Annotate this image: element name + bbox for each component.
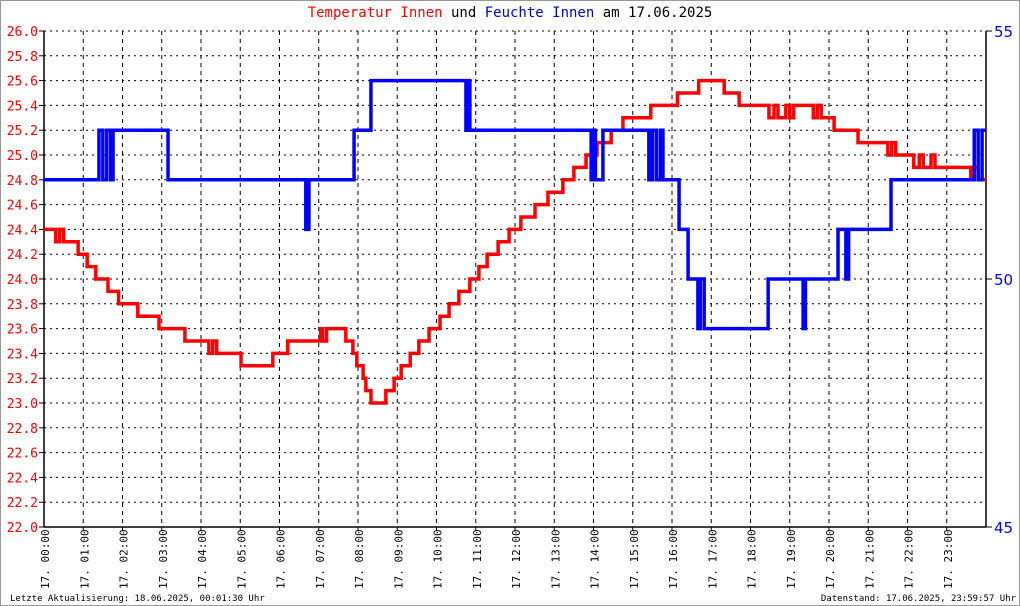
y-left-tick-label: 24.2 xyxy=(7,248,38,263)
title-and: und xyxy=(450,5,477,21)
y-left-tick-label: 26.0 xyxy=(7,25,38,40)
x-tick-label: 17. 21:00 xyxy=(863,529,876,589)
y-left-tick-label: 24.4 xyxy=(7,223,38,238)
x-tick-label: 17. 01:00 xyxy=(78,529,91,589)
y-left-tick-label: 25.6 xyxy=(7,75,38,90)
y-left-tick-label: 24.0 xyxy=(7,273,38,288)
x-tick-label: 17. 05:00 xyxy=(235,529,248,589)
x-tick-label: 17. 04:00 xyxy=(196,529,209,589)
x-tick-label: 17. 13:00 xyxy=(549,529,562,589)
y-left-tick-label: 23.4 xyxy=(7,347,38,362)
y-right-tick-label: 50 xyxy=(994,271,1013,289)
x-tick-label: 17. 03:00 xyxy=(157,529,170,589)
x-tick-label: 17. 14:00 xyxy=(589,529,602,589)
y-left-tick-label: 22.0 xyxy=(7,521,38,536)
y-left-tick-label: 22.2 xyxy=(7,496,38,511)
chart-title: Temperatur Innen und Feuchte Innen am 17… xyxy=(1,5,1019,21)
y-left-tick-label: 24.6 xyxy=(7,199,38,214)
title-date: am 17.06.2025 xyxy=(602,5,713,21)
y-left-tick-label: 25.4 xyxy=(7,99,38,114)
y-left-tick-label: 24.8 xyxy=(7,174,38,189)
y-left-tick-label: 23.6 xyxy=(7,323,38,338)
x-tick-label: 17. 12:00 xyxy=(510,529,523,589)
y-left-tick-label: 25.8 xyxy=(7,50,38,65)
y-left-tick-label: 25.2 xyxy=(7,124,38,139)
x-tick-label: 17. 11:00 xyxy=(471,529,484,589)
data-timestamp: Datenstand: 17.06.2025, 23:59:57 Uhr xyxy=(820,594,1016,604)
x-tick-label: 17. 15:00 xyxy=(628,529,641,589)
x-tick-label: 17. 22:00 xyxy=(903,529,916,589)
title-humidity: Feuchte Innen xyxy=(484,5,595,21)
x-tick-label: 17. 17:00 xyxy=(706,529,719,589)
y-left-tick-label: 23.8 xyxy=(7,298,38,313)
x-tick-label: 17. 10:00 xyxy=(432,529,445,589)
x-tick-label: 17. 20:00 xyxy=(824,529,837,589)
x-tick-label: 17. 06:00 xyxy=(275,529,288,589)
x-tick-label: 17. 07:00 xyxy=(314,529,327,589)
y-right-tick-label: 55 xyxy=(994,23,1013,41)
x-tick-label: 17. 19:00 xyxy=(785,529,798,589)
y-right-tick-label: 45 xyxy=(994,519,1013,537)
x-tick-label: 17. 23:00 xyxy=(942,529,955,589)
y-left-tick-label: 22.6 xyxy=(7,447,38,462)
x-tick-label: 17. 18:00 xyxy=(746,529,759,589)
last-update: Letzte Aktualisierung: 18.06.2025, 00:01… xyxy=(10,594,265,604)
y-left-tick-label: 23.2 xyxy=(7,372,38,387)
y-left-tick-label: 23.0 xyxy=(7,397,38,412)
x-tick-label: 17. 02:00 xyxy=(118,529,131,589)
x-tick-label: 17. 00:00 xyxy=(39,529,52,589)
series-line-humidity xyxy=(44,78,986,331)
y-left-tick-label: 25.0 xyxy=(7,149,38,164)
y-left-tick-label: 22.8 xyxy=(7,422,38,437)
x-tick-label: 17. 09:00 xyxy=(392,529,405,589)
y-left-tick-label: 22.4 xyxy=(7,471,38,486)
series-line-temperature xyxy=(44,78,986,405)
x-tick-label: 17. 08:00 xyxy=(353,529,366,589)
title-temperature: Temperatur Innen xyxy=(307,5,443,21)
x-tick-label: 17. 16:00 xyxy=(667,529,680,589)
